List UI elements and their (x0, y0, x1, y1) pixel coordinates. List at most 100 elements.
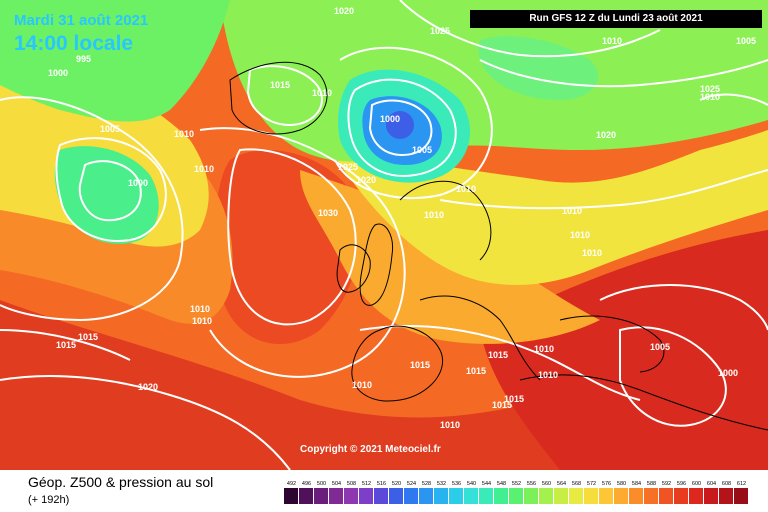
coastline-great-britain (359, 223, 394, 306)
pressure-label: 1015 (504, 394, 524, 404)
scale-color-swatch (284, 488, 298, 504)
pressure-label: 1010 (456, 184, 476, 194)
map-canvas: 995 1000 1020 1025 1010 1005 1010 1005 1… (0, 0, 768, 470)
pressure-label: 1020 (356, 175, 376, 185)
coastline-iberia (351, 325, 444, 402)
scale-color-swatch (554, 488, 568, 504)
scale-color-swatch (584, 488, 598, 504)
scale-color-swatch (419, 488, 433, 504)
scale-color-swatch (359, 488, 373, 504)
scale-tick-label: 560 (542, 481, 551, 487)
weather-map: 995 1000 1020 1025 1010 1005 1010 1005 1… (0, 0, 768, 470)
copyright-notice: Copyright © 2021 Meteociel.fr (300, 444, 441, 455)
pressure-label: 1015 (488, 350, 508, 360)
pressure-label: 1000 (128, 178, 148, 188)
pressure-label: 1010 (190, 304, 210, 314)
isobar-line (0, 96, 184, 322)
pressure-label: 1015 (270, 80, 290, 90)
pressure-label: 1020 (596, 130, 616, 140)
legend-footer: Géop. Z500 & pression au sol (+ 192h) 49… (0, 470, 768, 512)
scale-color-swatch (659, 488, 673, 504)
scale-color-swatch (299, 488, 313, 504)
isobar-line (246, 65, 323, 127)
scale-color-swatch (719, 488, 733, 504)
scale-tick-label: 608 (722, 481, 731, 487)
isobar-line (359, 325, 641, 401)
scale-color-swatch (314, 488, 328, 504)
isobar-line (347, 78, 457, 177)
scale-tick-label: 520 (392, 481, 401, 487)
scale-tick-label: 564 (557, 481, 566, 487)
isobar-line (439, 169, 768, 210)
scale-tick-label: 596 (677, 481, 686, 487)
scale-color-swatch (449, 488, 463, 504)
color-scale: 492 496 500 504 508 512 516 520 524 528 532 536 540 5… (284, 481, 748, 504)
coastline-mediterranean (419, 295, 541, 381)
pressure-label: 1010 (174, 129, 194, 139)
pressure-label: 1005 (100, 124, 120, 134)
scale-color-swatch (329, 488, 343, 504)
coastline-iceland (229, 61, 328, 135)
scale-tick-label: 512 (362, 481, 371, 487)
pressure-label: 1015 (492, 400, 512, 410)
scale-color-swatch (674, 488, 688, 504)
scale-tick-label: 536 (452, 481, 461, 487)
coastline-north-africa (519, 374, 768, 431)
pressure-label: 1010 (562, 206, 582, 216)
scale-tick-label: 604 (707, 481, 716, 487)
pressure-label: 1015 (410, 360, 430, 370)
scale-color-swatch (524, 488, 538, 504)
pressure-label: 1015 (466, 366, 486, 376)
legend-title: Géop. Z500 & pression au sol (28, 474, 214, 490)
scale-color-swatch (689, 488, 703, 504)
pressure-label: 1005 (650, 342, 670, 352)
coastline-scandinavia-south (399, 180, 492, 261)
isobar-lines (0, 0, 768, 470)
scale-color-swatch (494, 488, 508, 504)
scale-color-swatch (464, 488, 478, 504)
green-zone-greenland (0, 0, 230, 122)
coastline-british-isles (336, 244, 371, 293)
pressure-label: 1005 (412, 145, 432, 155)
isobar-line (78, 160, 142, 222)
scale-color-swatch (374, 488, 388, 504)
scale-color-swatch (539, 488, 553, 504)
pressure-label: 1010 (700, 92, 720, 102)
pressure-label: 1010 (538, 370, 558, 380)
pressure-label: 1030 (318, 208, 338, 218)
isobar-line (399, 0, 661, 58)
pressure-label: 1010 (440, 420, 460, 430)
scale-tick-label: 552 (512, 481, 521, 487)
scale-tick-label: 492 (287, 481, 296, 487)
pressure-label: 1000 (718, 368, 738, 378)
pressure-label: 995 (76, 54, 91, 64)
pressure-label: 1000 (380, 114, 400, 124)
isobar-line (199, 127, 406, 378)
pressure-label: 1025 (430, 26, 450, 36)
scale-color-swatch (734, 488, 748, 504)
pressure-label: 1010 (194, 164, 214, 174)
legend-subtitle: (+ 192h) (28, 494, 70, 506)
cyclone-north-center (386, 111, 414, 139)
pressure-label: 1010 (570, 230, 590, 240)
pressure-label: 1020 (334, 6, 354, 16)
pressure-label: 1010 (352, 380, 372, 390)
scale-tick-label: 556 (527, 481, 536, 487)
cyclone-west-core (54, 146, 159, 244)
isobar-line (619, 326, 727, 427)
scale-tick-label: 588 (647, 481, 656, 487)
scale-color-swatch (614, 488, 628, 504)
scale-tick-label: 592 (662, 481, 671, 487)
scale-tick-label: 524 (407, 481, 416, 487)
scale-color-swatch (434, 488, 448, 504)
scale-color-swatch (404, 488, 418, 504)
scale-color-swatch (344, 488, 358, 504)
isobar-line (227, 148, 357, 326)
pressure-label: 1010 (424, 210, 444, 220)
scale-tick-label: 532 (437, 481, 446, 487)
scale-tick-label: 580 (617, 481, 626, 487)
scale-tick-label: 504 (332, 481, 341, 487)
scale-color-swatch (629, 488, 643, 504)
scale-tick-label: 528 (422, 481, 431, 487)
pressure-label: 1010 (312, 88, 332, 98)
